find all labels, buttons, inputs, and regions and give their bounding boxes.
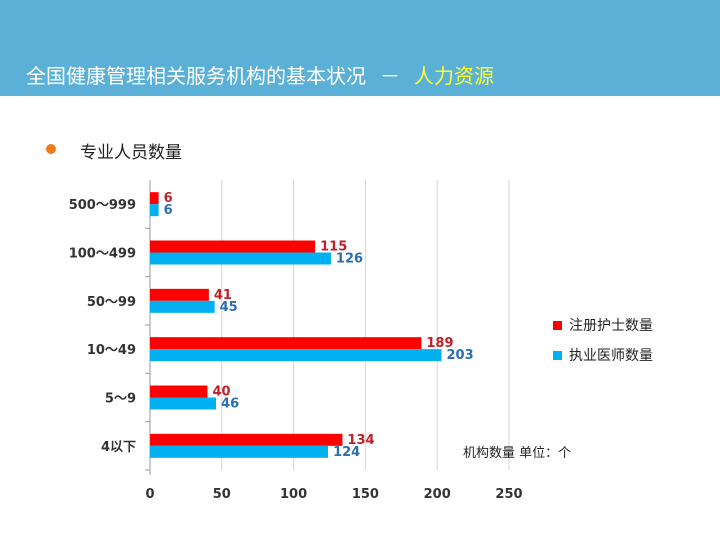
y-category-label: 500～999 [69,198,136,213]
x-tick-label: 200 [424,487,451,502]
data-label-doctor: 6 [164,203,173,218]
data-label-doctor: 126 [336,252,363,267]
data-label-nurse: 41 [214,288,232,303]
data-label-nurse: 134 [347,433,374,448]
header-bar: 全国健康管理相关服务机构的基本状况 － 人力资源 [0,0,720,96]
x-tick-label: 50 [213,487,231,502]
bar-doctor [150,204,159,217]
legend-label-nurse: 注册护士数量 [569,318,653,334]
y-category-label: 10～49 [87,343,136,358]
section-heading: 专业人员数量 [80,143,182,163]
data-label-nurse: 6 [164,191,173,206]
page-title: 全国健康管理相关服务机构的基本状况 － 人力资源 [26,60,494,89]
data-label-doctor: 124 [333,445,360,460]
bar-nurse [150,433,343,446]
y-category-label: 5～9 [105,392,136,407]
bar-nurse [150,337,422,350]
data-label-nurse: 115 [320,240,347,255]
data-label-nurse: 40 [212,385,230,400]
data-label-doctor: 203 [447,348,474,363]
bar-doctor [150,397,217,410]
legend-swatch-nurse [553,321,562,330]
y-category-label: 100～499 [69,247,136,262]
x-tick-label: 150 [352,487,379,502]
bar-nurse [150,288,209,301]
bar-doctor [150,300,215,313]
legend-swatch-doctor [553,351,562,360]
unit-note: 机构数量 单位：个 [463,446,572,461]
data-label-doctor: 46 [221,397,239,412]
bullet-dot-icon [46,144,56,154]
bar-nurse [150,385,208,398]
bar-doctor [150,445,329,458]
bar-doctor [150,252,331,265]
data-label-nurse: 189 [426,336,453,351]
x-tick-label: 250 [495,487,522,502]
bar-doctor [150,349,442,362]
x-tick-label: 100 [280,487,307,502]
y-category-label: 50～99 [87,295,136,310]
y-category-label: 4以下 [101,440,136,455]
title-accent: 人力资源 [414,64,494,88]
bar-nurse [150,192,159,205]
legend-label-doctor: 执业医师数量 [569,348,653,364]
data-label-doctor: 45 [220,300,238,315]
title-separator: － [380,64,400,88]
title-main: 全国健康管理相关服务机构的基本状况 [26,64,366,88]
bar-nurse [150,240,316,253]
x-tick-label: 0 [145,487,154,502]
